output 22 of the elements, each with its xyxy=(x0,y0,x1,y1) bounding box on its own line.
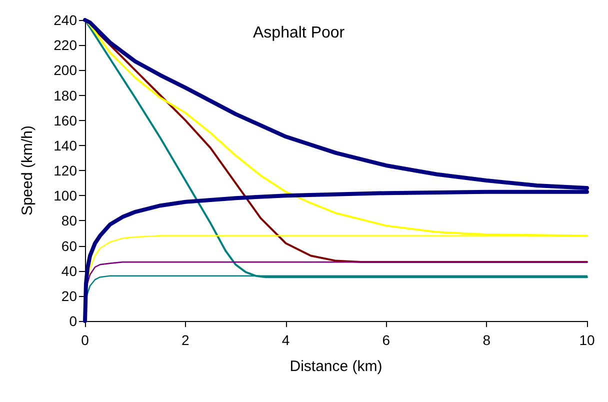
y-tick-label: 20 xyxy=(61,288,78,304)
x-tick-label: 10 xyxy=(579,332,595,348)
chart-title: Asphalt Poor xyxy=(253,24,346,42)
y-tick-label: 60 xyxy=(61,238,78,254)
x-tick-label: 2 xyxy=(182,332,190,348)
y-axis-title: Speed (km/h) xyxy=(19,125,36,216)
y-tick-label: 120 xyxy=(54,162,78,178)
y-tick-label: 200 xyxy=(54,62,78,78)
x-axis-title: Distance (km) xyxy=(290,358,382,375)
y-tick-label: 160 xyxy=(54,112,78,128)
x-tick-label: 8 xyxy=(482,332,491,348)
y-tick-label: 180 xyxy=(54,87,78,104)
y-tick-label: 240 xyxy=(54,12,78,28)
x-tick-label: 0 xyxy=(81,332,90,348)
y-tick-label: 140 xyxy=(54,137,78,154)
y-tick-label: 40 xyxy=(61,262,78,279)
x-tick-label: 6 xyxy=(382,332,390,348)
x-tick-label: 4 xyxy=(282,332,290,348)
y-tick-label: 220 xyxy=(54,37,78,54)
y-tick-label: 0 xyxy=(69,313,78,329)
y-tick-label: 80 xyxy=(61,212,78,229)
y-tick-label: 100 xyxy=(54,188,78,204)
